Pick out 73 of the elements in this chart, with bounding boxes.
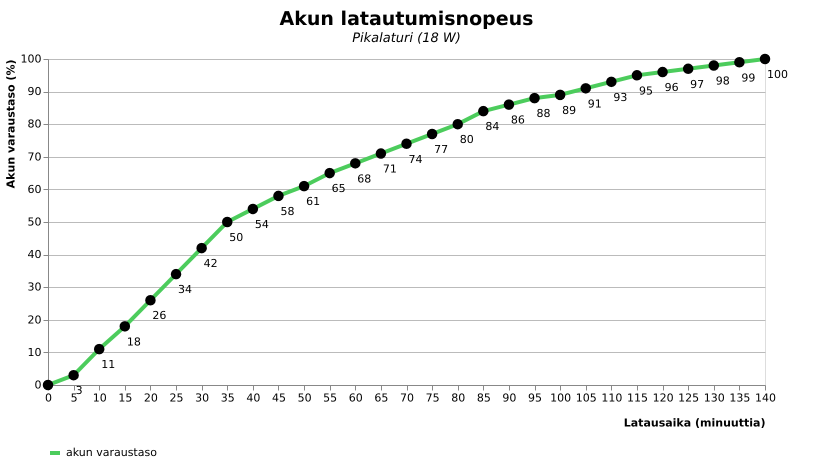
- text: 42: [204, 257, 218, 270]
- chart-title: Akun latautumisnopeus: [280, 8, 534, 30]
- y-tick-label: 50: [28, 216, 42, 228]
- text: 11: [101, 358, 116, 372]
- text: 98: [716, 74, 730, 88]
- y-tick-label: 0: [34, 378, 42, 392]
- x-tick-label: 65: [374, 392, 388, 404]
- text: 93: [613, 90, 628, 104]
- text: 50: [229, 231, 244, 244]
- text: 65: [332, 182, 346, 196]
- x-axis-title: Latausaika (minuuttia): [624, 416, 766, 430]
- text: 89: [562, 104, 576, 117]
- x-tick-label: 15: [118, 392, 132, 404]
- x-tick-label: 20: [144, 392, 158, 404]
- text: 58: [280, 204, 294, 218]
- x-tick-label: 115: [626, 392, 648, 404]
- x-tick-label: 55: [323, 392, 338, 404]
- y-tick-label: 10: [28, 346, 42, 359]
- x-tick-label: 35: [220, 392, 235, 404]
- text: 99: [741, 71, 756, 84]
- x-tick-label: 110: [601, 392, 622, 404]
- y-tick-label: 20: [28, 313, 42, 326]
- x-tick-label: 95: [528, 392, 542, 404]
- text: 100: [767, 68, 788, 81]
- text: 95: [638, 84, 653, 98]
- x-tick-label: 25: [170, 392, 184, 404]
- y-tick-label: 60: [28, 182, 42, 196]
- y-tick-label: 70: [28, 150, 42, 164]
- text: 91: [588, 97, 602, 110]
- x-tick-label: 5: [70, 392, 78, 404]
- text: 54: [254, 218, 269, 231]
- text: 84: [485, 120, 500, 134]
- x-tick-label: 140: [755, 392, 776, 404]
- x-tick-label: 85: [476, 392, 491, 404]
- x-tick-label: 70: [400, 392, 414, 404]
- text: 34: [178, 283, 192, 296]
- x-tick-label: 120: [652, 392, 674, 404]
- x-tick-label: 75: [426, 392, 440, 404]
- text: 71: [382, 162, 397, 176]
- x-tick-label: 45: [272, 392, 286, 404]
- x-tick-label: 60: [348, 392, 363, 404]
- text: 61: [306, 195, 320, 208]
- x-tick-label: 100: [550, 392, 572, 404]
- text: 3: [76, 384, 83, 398]
- y-axis-title: Akun varaustaso (%): [4, 60, 18, 188]
- text: 74: [408, 152, 422, 166]
- text: 97: [690, 78, 704, 91]
- x-tick-label: 0: [45, 392, 52, 404]
- x-tick-label: 30: [195, 392, 210, 404]
- chart-subtitle: Pikalaturi (18 W): [352, 31, 461, 46]
- text: 68: [357, 172, 372, 186]
- y-tick-label: 100: [20, 52, 42, 66]
- y-tick-label: 90: [28, 85, 42, 98]
- y-tick-label: 30: [28, 280, 42, 294]
- legend-label: akun varaustaso: [66, 446, 158, 459]
- text: 96: [664, 81, 679, 94]
- text: 77: [434, 142, 448, 156]
- text: 86: [510, 114, 525, 127]
- y-tick-label: 80: [28, 118, 42, 131]
- x-tick-label: 10: [92, 392, 107, 404]
- x-tick-label: 50: [298, 392, 312, 404]
- y-tick-label: 40: [28, 248, 42, 262]
- text: 18: [126, 335, 141, 348]
- x-tick-label: 40: [246, 392, 260, 404]
- text: 88: [536, 107, 551, 120]
- text: 80: [460, 133, 474, 146]
- x-tick-label: 125: [678, 392, 700, 404]
- x-tick-label: 135: [729, 392, 750, 404]
- x-tick-label: 80: [451, 392, 466, 404]
- x-tick-label: 105: [576, 392, 597, 404]
- x-tick-label: 130: [704, 392, 725, 404]
- x-tick-label: 90: [502, 392, 516, 404]
- text: 26: [152, 309, 166, 322]
